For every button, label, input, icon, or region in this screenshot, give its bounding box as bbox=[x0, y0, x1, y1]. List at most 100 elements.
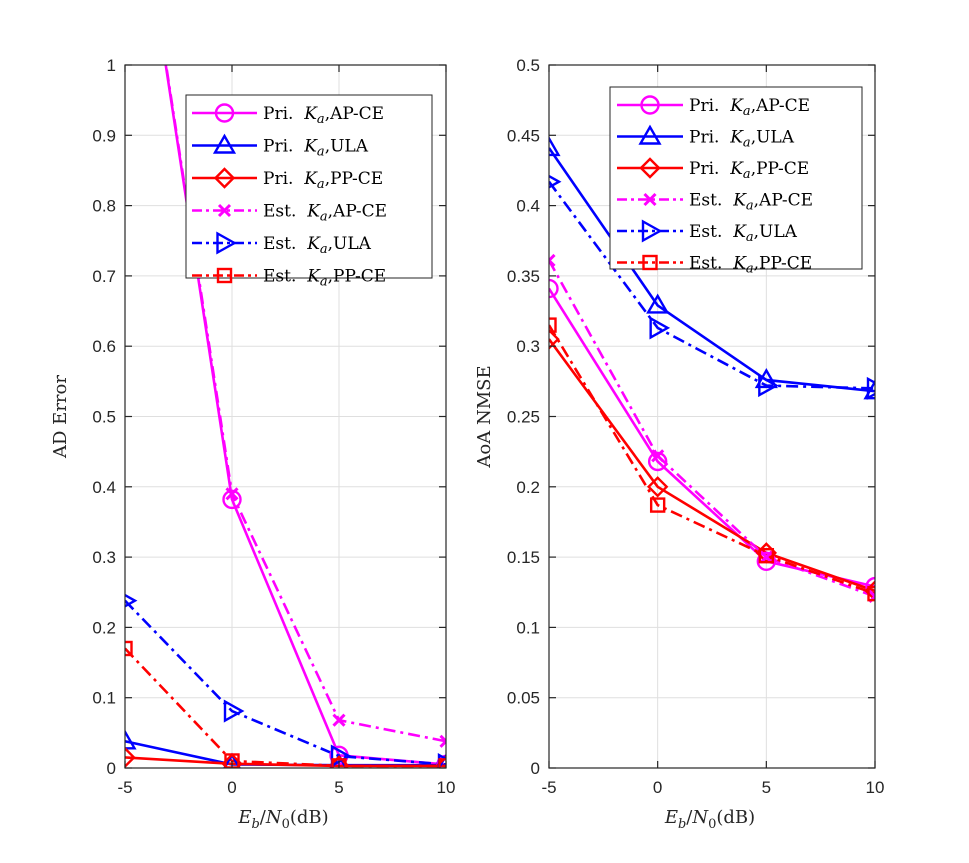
x-tick-label: -5 bbox=[117, 778, 132, 797]
y-tick-label: 0.45 bbox=[507, 126, 540, 145]
y-tick-label: 0 bbox=[107, 759, 116, 778]
aoa-nmse-chart: -5 0 5 1000.050.10.150.20.250.30.350.40.450… bbox=[474, 56, 885, 832]
legend-entry: Est. Ka,ULA bbox=[617, 219, 798, 245]
y-tick-label: 0.35 bbox=[507, 267, 540, 286]
data-point bbox=[758, 547, 775, 564]
series-line bbox=[549, 259, 875, 598]
legend-entry: Pri. Ka,PP-CE bbox=[617, 157, 809, 182]
legend-label: Pri. Ka,AP-CE bbox=[263, 104, 384, 127]
data-point bbox=[649, 316, 671, 340]
x-axis-label: Eb/N0(dB) bbox=[664, 807, 755, 832]
data-point bbox=[865, 576, 875, 597]
legend-marker bbox=[643, 192, 657, 207]
series-markers-3 bbox=[225, 487, 446, 748]
x-tick-label: 5 bbox=[762, 778, 771, 797]
legend-entry: Pri. Ka,AP-CE bbox=[192, 103, 384, 127]
series-markers-5 bbox=[549, 317, 875, 602]
legend-marker bbox=[213, 167, 236, 189]
data-point bbox=[759, 550, 773, 564]
data-point bbox=[332, 713, 346, 727]
data-point bbox=[646, 476, 669, 498]
legend-box bbox=[609, 86, 863, 270]
data-point bbox=[649, 497, 666, 513]
x-tick-label: 5 bbox=[334, 778, 343, 797]
series-5 bbox=[125, 647, 446, 768]
series-5 bbox=[549, 324, 875, 595]
series-line bbox=[164, 65, 446, 743]
legend-marker bbox=[216, 231, 237, 255]
series-line bbox=[125, 756, 446, 768]
plot-area bbox=[549, 136, 875, 604]
data-point bbox=[867, 585, 875, 602]
legend-entry: Est. Ka,PP-CE bbox=[192, 267, 386, 290]
data-point bbox=[438, 758, 446, 768]
y-tick-label: 0.3 bbox=[92, 548, 116, 567]
series-2 bbox=[125, 756, 446, 768]
legend-label: Pri. Ka,PP-CE bbox=[689, 159, 809, 182]
legend-entry: Pri. Ka,ULA bbox=[617, 124, 795, 151]
legend-label: Pri. Ka,PP-CE bbox=[263, 169, 383, 192]
legend-label: Est. Ka,PP-CE bbox=[689, 254, 812, 277]
data-point bbox=[646, 293, 670, 314]
data-point bbox=[651, 449, 665, 463]
data-point bbox=[647, 451, 668, 472]
series-3 bbox=[164, 65, 446, 743]
y-tick-label: 0.3 bbox=[516, 337, 540, 356]
data-point bbox=[549, 317, 557, 333]
y-tick-label: 0.4 bbox=[516, 197, 540, 216]
data-point bbox=[437, 753, 446, 768]
legend-entry: Pri. Ka,PP-CE bbox=[192, 167, 383, 192]
y-tick-label: 0.1 bbox=[92, 689, 116, 708]
y-tick-label: 0.6 bbox=[92, 337, 116, 356]
legend-label: Pri. Ka,ULA bbox=[689, 128, 795, 151]
x-axis-label: Eb/N0(dB) bbox=[237, 807, 328, 832]
data-point bbox=[549, 253, 556, 267]
y-tick-label: 0.9 bbox=[92, 126, 116, 145]
legend-marker bbox=[642, 254, 658, 271]
series-2 bbox=[549, 338, 875, 593]
legend-marker bbox=[638, 124, 662, 145]
series-markers-5 bbox=[125, 640, 446, 768]
data-point bbox=[758, 374, 779, 398]
series-line bbox=[549, 324, 875, 595]
legend-label: Est. Ka,PP-CE bbox=[263, 267, 386, 290]
y-axis-label: AD Error bbox=[50, 375, 71, 459]
legend-marker bbox=[639, 157, 661, 179]
data-point bbox=[125, 729, 137, 750]
x-tick-label: 10 bbox=[437, 778, 456, 797]
legend-label: Pri. Ka,AP-CE bbox=[689, 96, 810, 119]
series-line bbox=[549, 147, 875, 393]
data-point bbox=[225, 487, 239, 501]
y-tick-label: 0.15 bbox=[507, 548, 540, 567]
data-point bbox=[330, 744, 352, 768]
y-tick-label: 0.1 bbox=[516, 618, 540, 637]
y-axis-label: AoA NMSE bbox=[474, 365, 495, 468]
data-point bbox=[125, 746, 136, 768]
legend-entry: Pri. Ka,ULA bbox=[192, 133, 369, 160]
series-4 bbox=[125, 599, 446, 766]
legend-label: Pri. Ka,ULA bbox=[263, 137, 369, 160]
series-1 bbox=[549, 147, 875, 393]
legend-marker bbox=[640, 95, 660, 115]
data-point bbox=[549, 136, 561, 157]
x-tick-label: 10 bbox=[866, 778, 885, 797]
x-tick-label: 0 bbox=[653, 778, 662, 797]
series-line bbox=[549, 338, 875, 593]
y-tick-label: 0.5 bbox=[516, 56, 540, 75]
y-tick-label: 1 bbox=[107, 56, 116, 75]
legend-entry: Est. Ka,PP-CE bbox=[617, 254, 812, 277]
series-markers-3 bbox=[549, 253, 875, 604]
y-tick-label: 0 bbox=[531, 759, 540, 778]
y-tick-label: 0.4 bbox=[92, 478, 116, 497]
y-tick-label: 0.2 bbox=[516, 478, 540, 497]
series-markers-4 bbox=[125, 593, 446, 768]
series-line bbox=[549, 180, 875, 390]
x-tick-label: 0 bbox=[227, 778, 236, 797]
data-point bbox=[222, 489, 242, 510]
legend: Pri. Ka,AP-CE Pri. Ka,ULA Pri. Ka,PP-CE Est… bbox=[609, 86, 863, 277]
series-0 bbox=[549, 287, 875, 588]
data-point bbox=[331, 758, 347, 768]
